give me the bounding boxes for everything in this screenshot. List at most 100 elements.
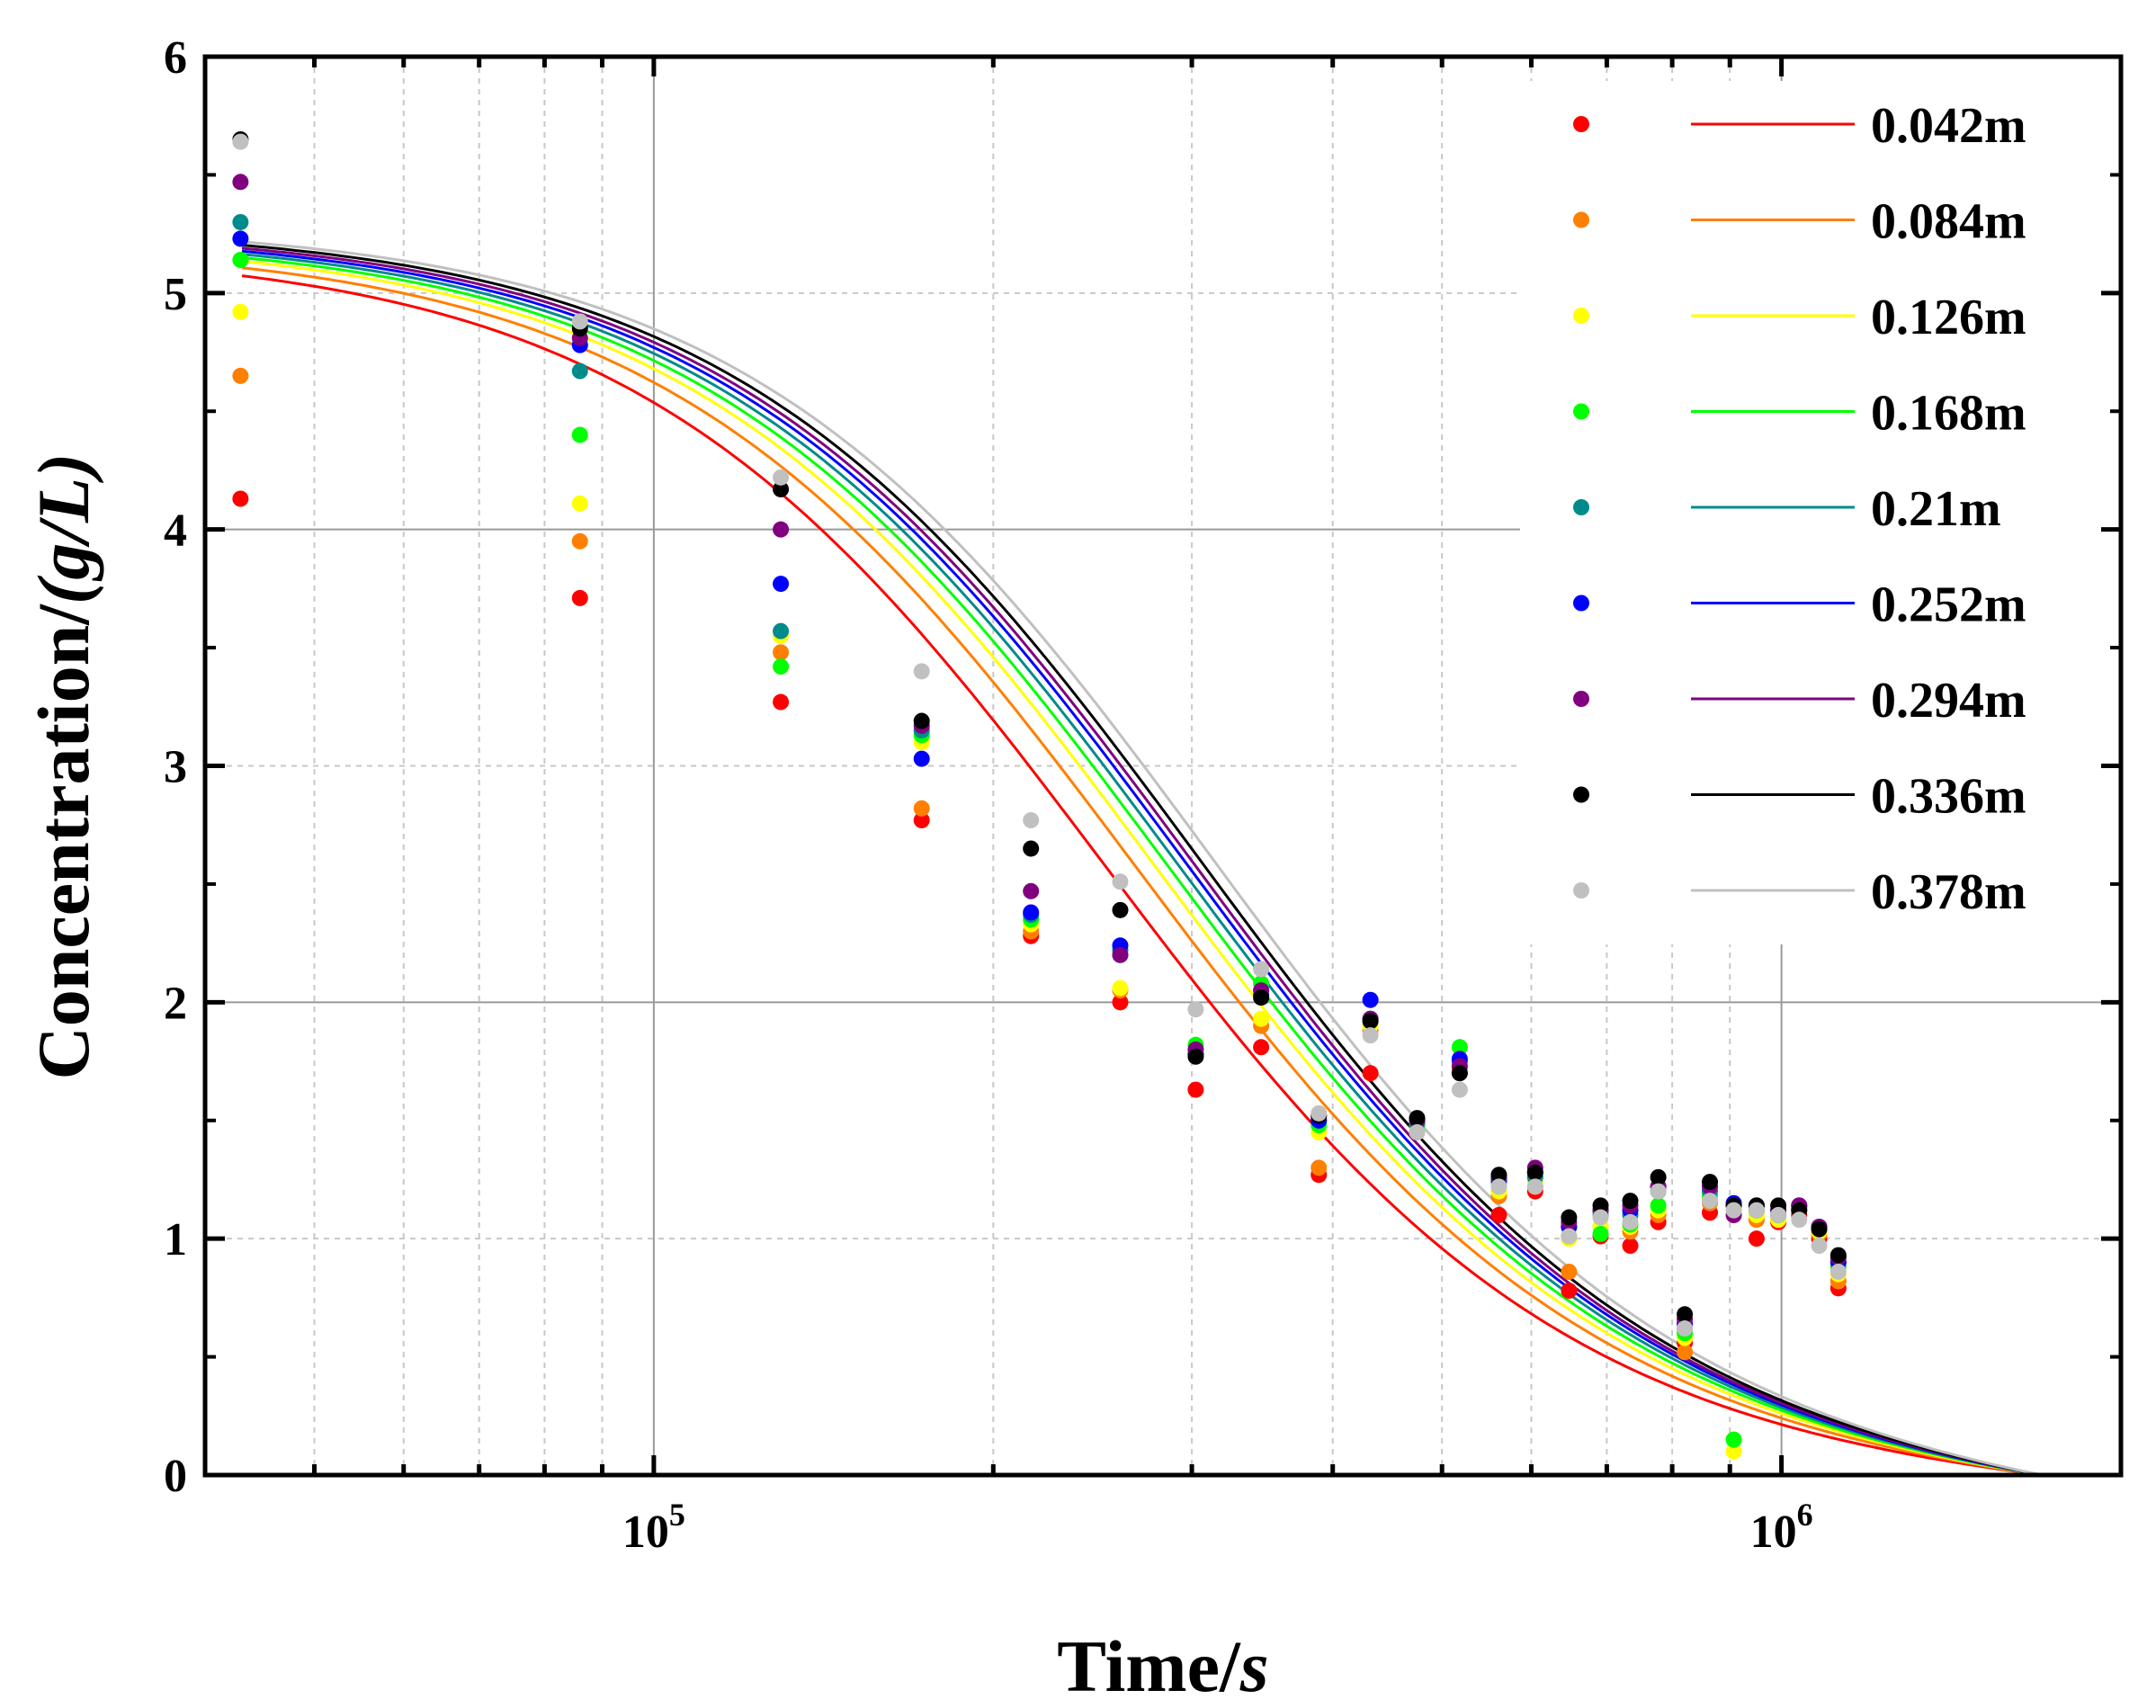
data-point [1112,901,1129,918]
data-point [1112,994,1129,1011]
data-point [1622,1193,1639,1210]
legend-background [1520,81,2132,944]
data-point [913,712,930,729]
data-point [1490,1167,1507,1184]
data-point [1677,1344,1694,1361]
data-point [1362,1013,1379,1030]
data-point [913,750,930,767]
y-axis-unit: (g/L) [22,453,104,604]
legend-label: 0.336m [1871,769,2026,825]
data-point [1526,1178,1543,1195]
data-point [232,174,249,191]
data-point [913,811,930,828]
legend: 0.042m 0.084m 0.126m 0.168m 0.21m 0.252m 0.294… [1573,98,2026,920]
legend-marker [1573,211,1589,228]
data-point [1023,904,1040,921]
legend-marker [1573,308,1589,324]
fit-curve-0.21m [241,253,2041,1477]
data-point [1829,1247,1847,1264]
data-point [1561,1209,1578,1226]
data-point [1622,1213,1639,1230]
data-point [913,663,930,680]
data-point [1725,1431,1742,1448]
data-point [1791,1212,1808,1229]
data-point [1725,1443,1742,1460]
fit-curve-0.126m [241,259,2041,1477]
data-point [1592,1225,1609,1242]
data-point [1362,1027,1379,1044]
x-axis-unit: s [1239,1625,1269,1707]
data-point [232,367,249,384]
data-point [571,495,588,512]
y-tick-label: 3 [164,742,187,793]
data-point [1490,1206,1507,1223]
data-point [1451,1065,1468,1082]
y-tick-label: 6 [164,32,187,84]
legend-label: 0.378m [1871,864,2026,920]
fit-curve-0.252m [241,249,2041,1477]
fit-curve-0.336m [241,244,2041,1477]
data-point [1112,979,1129,997]
axis-ticks: 0 1 2 3 4 5 6 105 106 [164,32,2124,1558]
data-point [1811,1238,1828,1255]
data-point [1677,1306,1694,1323]
y-axis-title: Concentration/(g/L) [22,453,104,1080]
legend-label: 0.168m [1871,386,2026,442]
legend-marker [1573,499,1589,515]
data-point [1622,1238,1639,1255]
data-point [1702,1193,1719,1210]
data-point [1592,1197,1609,1214]
x-tick-label: 106 [1750,1497,1813,1558]
legend-label: 0.294m [1871,673,2026,729]
data-point [1023,811,1040,828]
data-point [1409,1123,1426,1140]
fit-curve-0.378m [241,240,2041,1477]
data-point [1187,1048,1204,1065]
data-point [1650,1197,1667,1214]
legend-marker [1573,882,1589,899]
data-point [1311,1104,1328,1122]
legend-marker [1573,595,1589,612]
data-point [913,800,930,817]
data-point [1253,961,1270,978]
x-tick-label: 105 [622,1497,685,1558]
data-point [232,490,249,507]
legend-marker [1573,691,1589,707]
fit-curve-0.084m [241,266,2041,1477]
data-point [1253,1010,1270,1027]
legend-label: 0.084m [1871,194,2026,250]
y-tick-label: 5 [164,269,187,320]
data-point [1677,1320,1694,1337]
fit-curve-0.168m [241,255,2041,1477]
data-point [773,576,790,593]
data-point [1650,1183,1667,1200]
data-point [773,521,790,538]
y-axis-title-text: Concentration/ [22,604,104,1080]
data-point [1811,1221,1828,1238]
data-point [1187,1081,1204,1098]
data-point [1311,1159,1328,1176]
data-point [773,644,790,661]
legend-marker [1573,403,1589,420]
data-point [773,693,790,711]
data-point [232,252,249,269]
legend-label: 0.042m [1871,98,2026,154]
data-point [571,426,588,443]
data-point [232,213,249,230]
x-axis-title: Time/s [1057,1625,1268,1707]
data-point [1561,1282,1578,1299]
data-point [1702,1174,1719,1191]
legend-marker [1573,116,1589,132]
data-point [1526,1164,1543,1181]
data-point [773,658,790,675]
data-point [571,313,588,330]
data-point [1112,873,1129,890]
data-point [571,362,588,380]
data-point [1490,1178,1507,1195]
data-point [1362,1065,1379,1082]
x-axis-title-text: Time/ [1057,1625,1241,1707]
data-point [1451,1039,1468,1056]
data-point [1561,1228,1578,1245]
data-point [1829,1263,1847,1280]
